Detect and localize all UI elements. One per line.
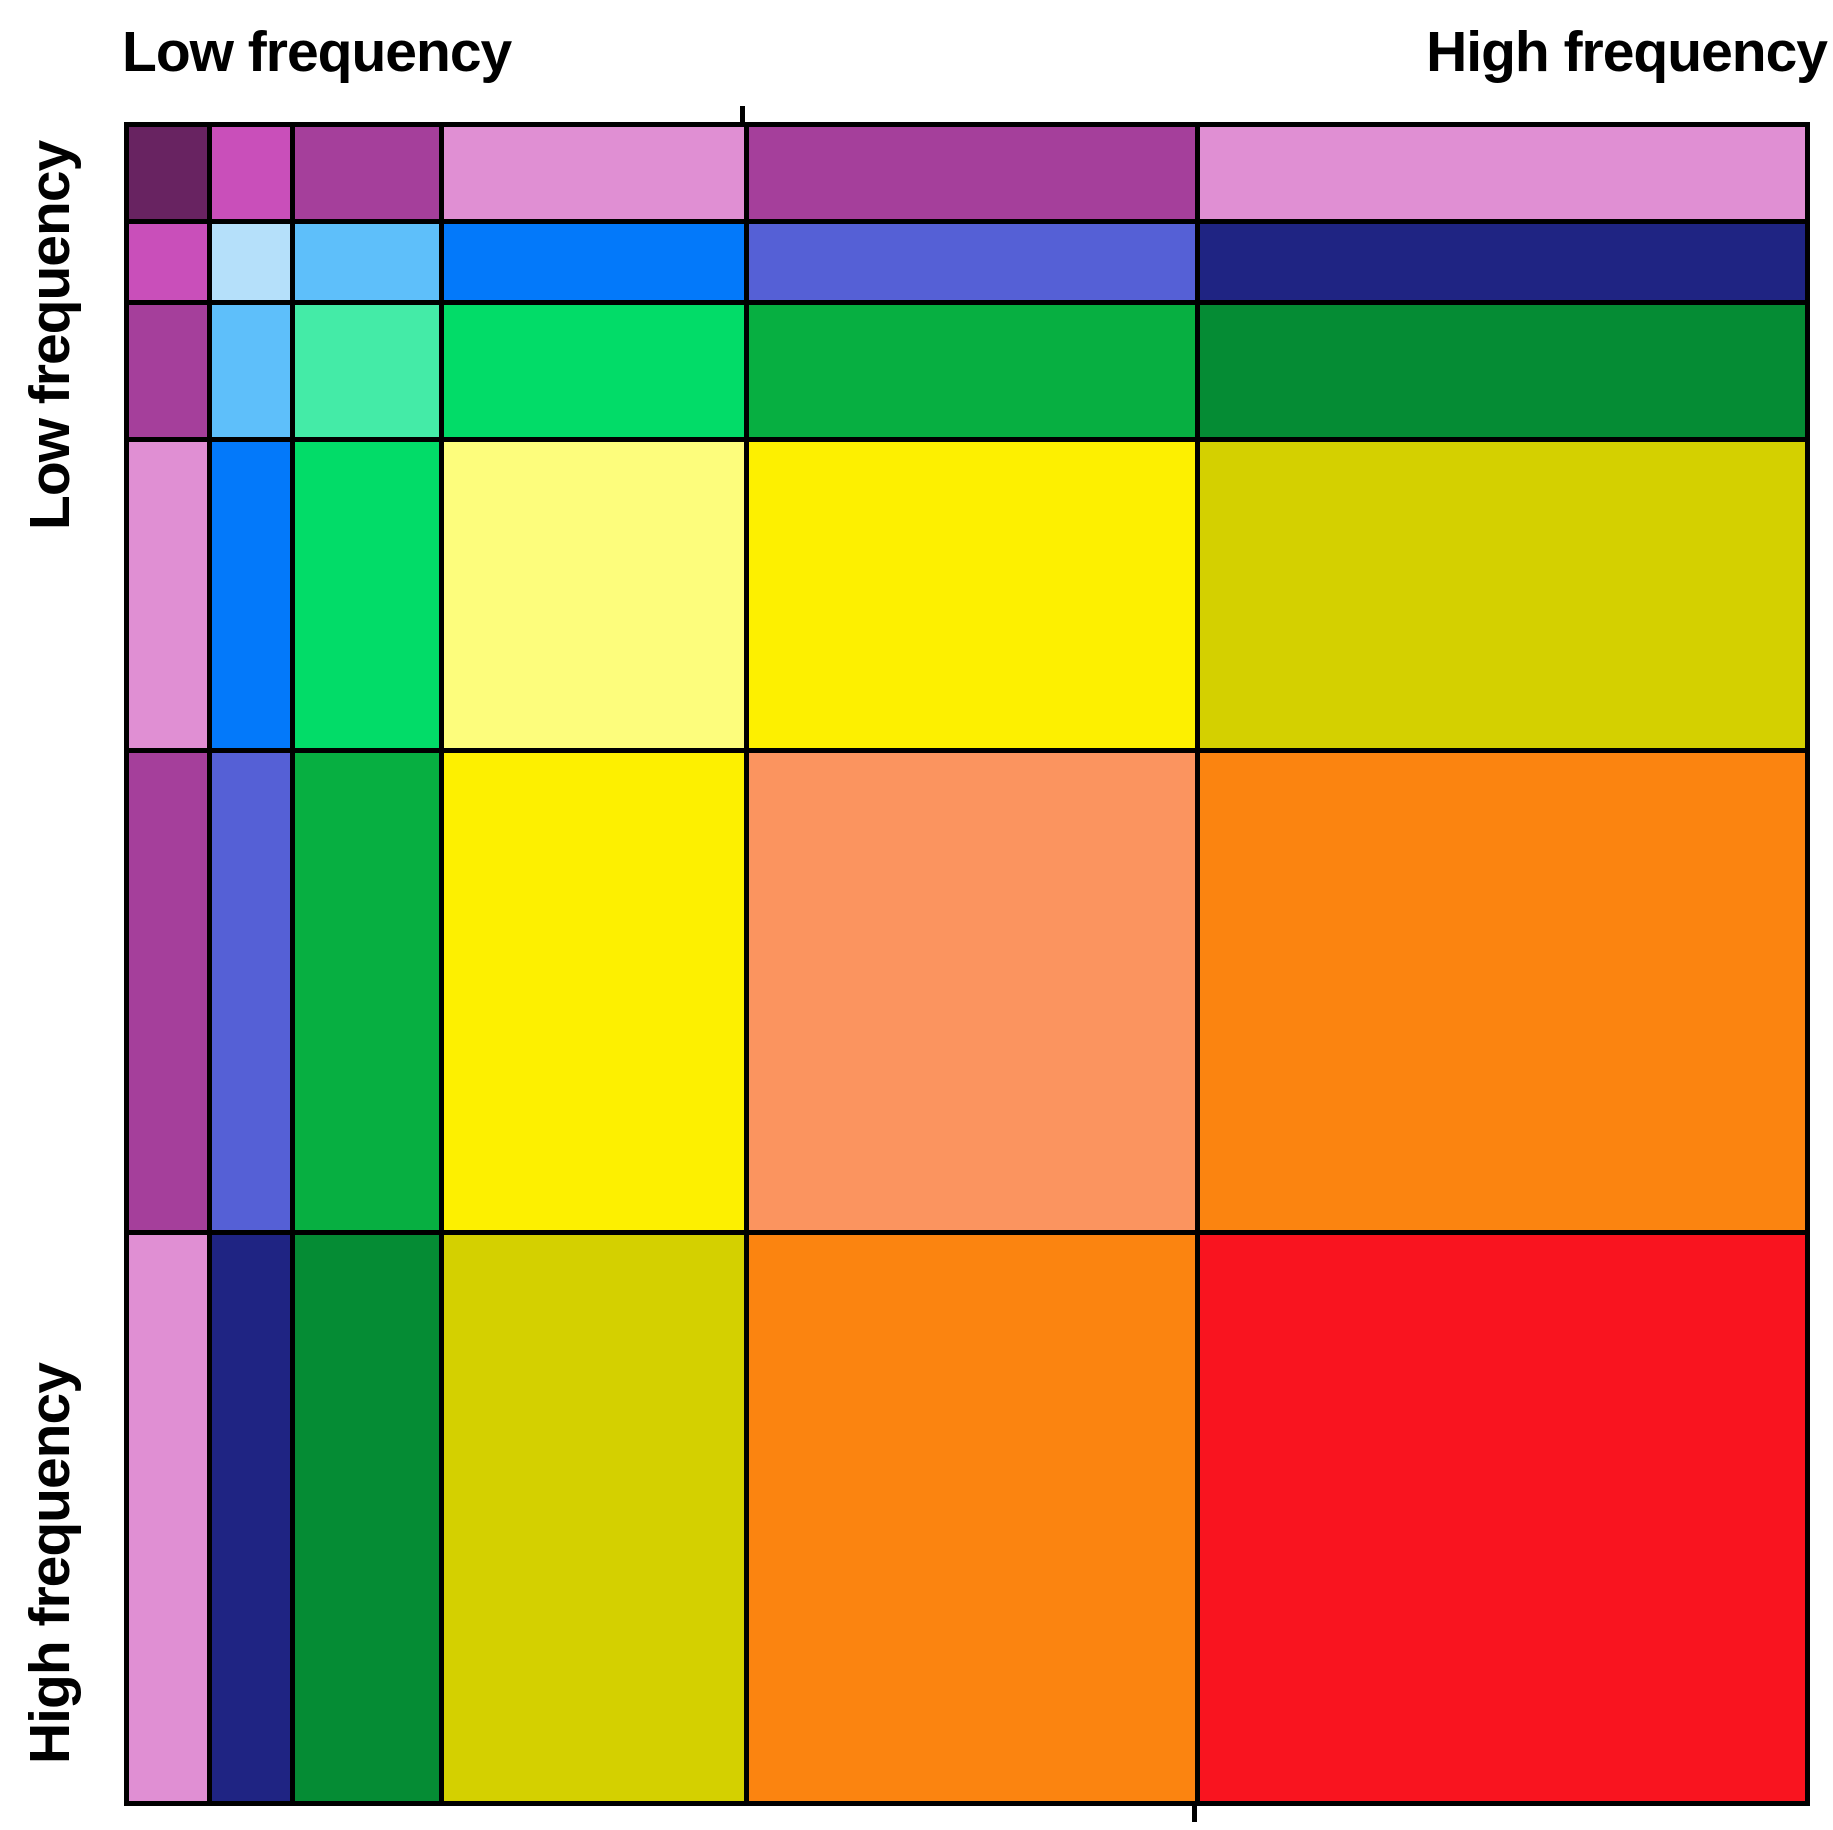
matrix-cell-r2-c1 <box>129 224 207 300</box>
matrix-cell-r2-c4 <box>444 224 744 300</box>
left-axis-high-frequency-label: High frequency <box>18 1363 82 1765</box>
matrix-cell-r2-c3 <box>295 224 439 300</box>
matrix-cell-r3-c1 <box>129 305 207 437</box>
matrix-cell-r4-c1 <box>129 442 207 748</box>
matrix-cell-r2-c5 <box>749 224 1195 300</box>
matrix-cell-r6-c1 <box>129 1235 207 1801</box>
matrix-cell-r1-c6 <box>1200 127 1805 219</box>
matrix-cell-r1-c2 <box>212 127 290 219</box>
matrix-cell-r6-c5 <box>749 1235 1195 1801</box>
matrix-cell-r4-c3 <box>295 442 439 748</box>
matrix-cell-r4-c6 <box>1200 442 1805 748</box>
matrix-cell-r1-c3 <box>295 127 439 219</box>
top-axis-high-frequency-label: High frequency <box>1426 20 1828 84</box>
matrix-cell-r4-c2 <box>212 442 290 748</box>
matrix-cell-r3-c5 <box>749 305 1195 437</box>
frequency-matrix <box>124 122 1810 1806</box>
left-axis-low-frequency-label: Low frequency <box>18 140 82 530</box>
matrix-cell-r5-c1 <box>129 753 207 1230</box>
matrix-cell-r2-c6 <box>1200 224 1805 300</box>
matrix-cell-r3-c2 <box>212 305 290 437</box>
matrix-cell-r6-c4 <box>444 1235 744 1801</box>
matrix-cell-r5-c2 <box>212 753 290 1230</box>
matrix-cell-r5-c6 <box>1200 753 1805 1230</box>
matrix-cell-r3-c4 <box>444 305 744 437</box>
matrix-cell-r4-c4 <box>444 442 744 748</box>
matrix-cell-r6-c2 <box>212 1235 290 1801</box>
bottom-boundary-tick <box>1192 1804 1197 1822</box>
matrix-cell-r3-c3 <box>295 305 439 437</box>
matrix-cell-r5-c4 <box>444 753 744 1230</box>
matrix-cell-r5-c5 <box>749 753 1195 1230</box>
matrix-cell-r6-c3 <box>295 1235 439 1801</box>
top-boundary-tick <box>740 106 745 124</box>
matrix-cell-r1-c1 <box>129 127 207 219</box>
matrix-cell-r5-c3 <box>295 753 439 1230</box>
matrix-cell-r6-c6 <box>1200 1235 1805 1801</box>
matrix-cell-r3-c6 <box>1200 305 1805 437</box>
matrix-cell-r4-c5 <box>749 442 1195 748</box>
matrix-cell-r1-c4 <box>444 127 744 219</box>
matrix-cell-r1-c5 <box>749 127 1195 219</box>
top-axis-low-frequency-label: Low frequency <box>122 20 512 84</box>
matrix-cell-r2-c2 <box>212 224 290 300</box>
